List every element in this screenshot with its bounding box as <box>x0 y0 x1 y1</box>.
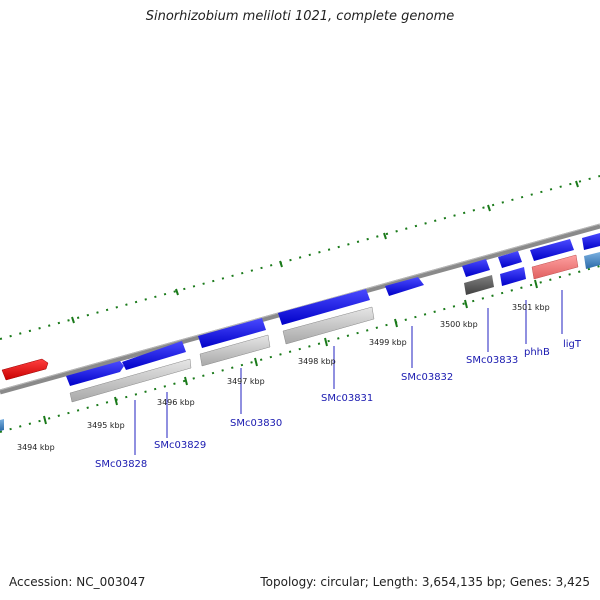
gene-connectors <box>134 290 563 455</box>
gene-label-phhb[interactable]: phhB <box>524 347 550 358</box>
gene-smc03832-arrow <box>385 277 424 296</box>
gene-smc03830-cds <box>199 334 271 367</box>
kbp-label: 3499 kbp <box>369 338 407 347</box>
gene-label-smc03829[interactable]: SMc03829 <box>154 440 206 451</box>
gene-right-arrow <box>582 233 600 250</box>
gene-reverse-left <box>1 358 49 381</box>
kbp-label: 3496 kbp <box>157 398 195 407</box>
kbp-label: 3495 kbp <box>87 421 125 430</box>
gene-label-ligt[interactable]: ligT <box>563 339 582 350</box>
gene-fragment-left <box>0 419 4 431</box>
gene-labels: SMc03828 SMc03829 SMc03830 SMc03831 SMc0… <box>95 339 582 470</box>
gene-smc03828-arrow <box>66 361 124 386</box>
kbp-label: 3494 kbp <box>17 443 55 452</box>
kbp-label: 3501 kbp <box>512 303 550 312</box>
gene-smc03831-cds <box>282 306 375 345</box>
accession-text: Accession: NC_003047 <box>9 575 146 589</box>
kbp-label: 3498 kbp <box>298 357 336 366</box>
kbp-label: 3500 kbp <box>440 320 478 329</box>
gene-smc03831-arrow <box>278 289 370 325</box>
gene-phhb-arrow <box>498 251 522 268</box>
upper-tick-track <box>0 175 600 340</box>
gene-ligt-arrow <box>530 239 574 261</box>
gene-smc03833-cds <box>464 275 494 295</box>
gene-label-smc03832[interactable]: SMc03832 <box>401 372 453 383</box>
lower-tick-track <box>0 265 600 433</box>
gene-label-smc03833[interactable]: SMc03833 <box>466 355 518 366</box>
kbp-labels: 3494 kbp 3495 kbp 3496 kbp 3497 kbp 3498… <box>17 303 550 452</box>
gene-smc03830-arrow <box>198 318 266 348</box>
gene-label-smc03828[interactable]: SMc03828 <box>95 459 147 470</box>
gene-smc03833-arrow <box>462 259 490 277</box>
gene-smc03829-arrow <box>122 341 186 370</box>
page-title: Sinorhizobium meliloti 1021, complete ge… <box>145 9 455 24</box>
gene-label-smc03830[interactable]: SMc03830 <box>230 418 282 429</box>
gene-features <box>0 233 600 431</box>
kbp-label: 3497 kbp <box>227 377 265 386</box>
gene-right-cds <box>584 252 600 269</box>
genome-summary-text: Topology: circular; Length: 3,654,135 bp… <box>260 575 590 589</box>
gene-phhb-cds <box>500 267 526 286</box>
gene-ligt-cds <box>531 254 579 280</box>
gene-smc03828-cds <box>69 358 192 403</box>
gene-label-smc03831[interactable]: SMc03831 <box>321 393 373 404</box>
